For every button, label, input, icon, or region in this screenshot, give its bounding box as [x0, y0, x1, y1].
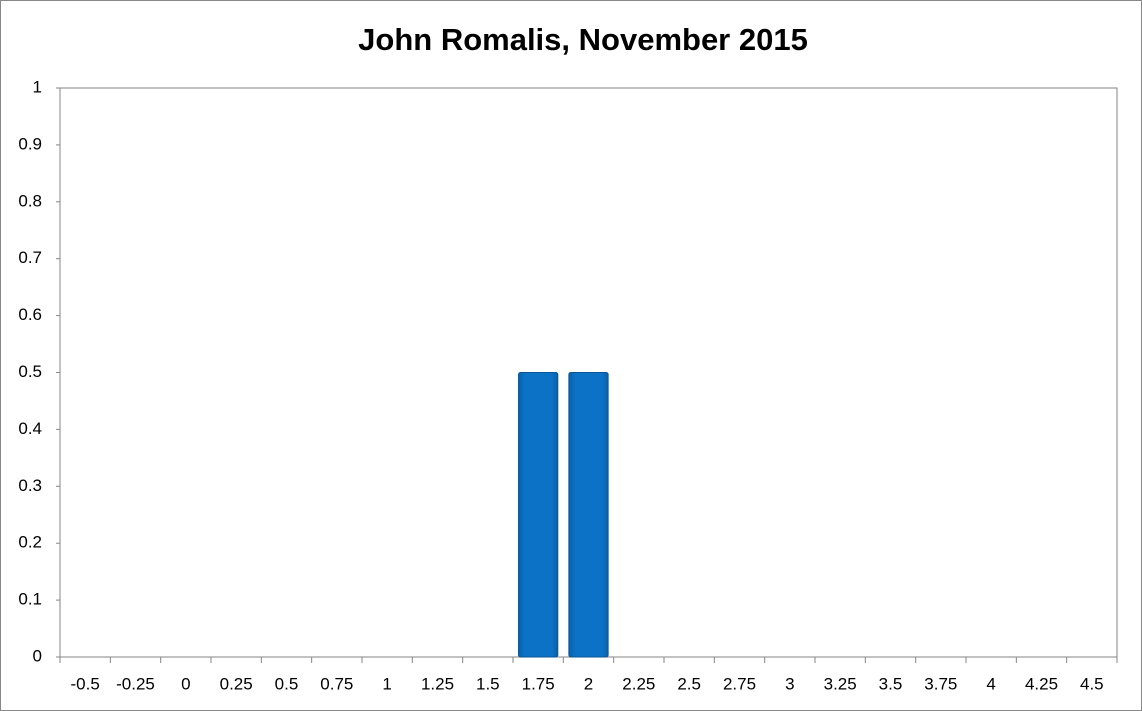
x-tick-label: 4 [986, 674, 995, 693]
y-tick-label: 0.5 [18, 362, 42, 381]
y-tick-label: 0.3 [18, 476, 42, 495]
x-tick-label: 1.75 [522, 674, 555, 693]
x-tick-label: 3.75 [924, 674, 957, 693]
y-tick-label: 0.8 [18, 191, 42, 210]
x-tick-label: -0.5 [71, 674, 100, 693]
chart-title: John Romalis, November 2015 [358, 22, 808, 57]
x-tick-label: 3.5 [879, 674, 903, 693]
x-tick-label: 1.25 [421, 674, 454, 693]
x-tick-label: 3.25 [824, 674, 857, 693]
y-tick-label: 0.9 [18, 134, 42, 153]
bar [518, 372, 559, 658]
x-tick-label: 2.5 [677, 674, 701, 693]
x-tick-label: 0 [181, 674, 190, 693]
x-tick-label: 3 [785, 674, 794, 693]
bar [568, 372, 609, 658]
y-tick-label: 0.6 [18, 305, 42, 324]
x-tick-label: 0.25 [220, 674, 253, 693]
x-tick-label: 1 [382, 674, 391, 693]
x-tick-label: 2.25 [622, 674, 655, 693]
x-tick-label: 4.25 [1025, 674, 1058, 693]
x-tick-label: 2.75 [723, 674, 756, 693]
x-tick-label: 2 [584, 674, 593, 693]
x-tick-label: 4.5 [1080, 674, 1104, 693]
y-tick-label: 0.1 [18, 590, 42, 609]
x-tick-label: 0.5 [275, 674, 299, 693]
y-tick-label: 1 [33, 77, 42, 96]
x-tick-label: -0.25 [116, 674, 155, 693]
y-tick-label: 0 [33, 646, 42, 665]
y-tick-label: 0.7 [18, 248, 42, 267]
x-tick-label: 0.75 [320, 674, 353, 693]
x-tick-label: 1.5 [476, 674, 500, 693]
y-tick-label: 0.4 [18, 419, 42, 438]
y-tick-label: 0.2 [18, 533, 42, 552]
